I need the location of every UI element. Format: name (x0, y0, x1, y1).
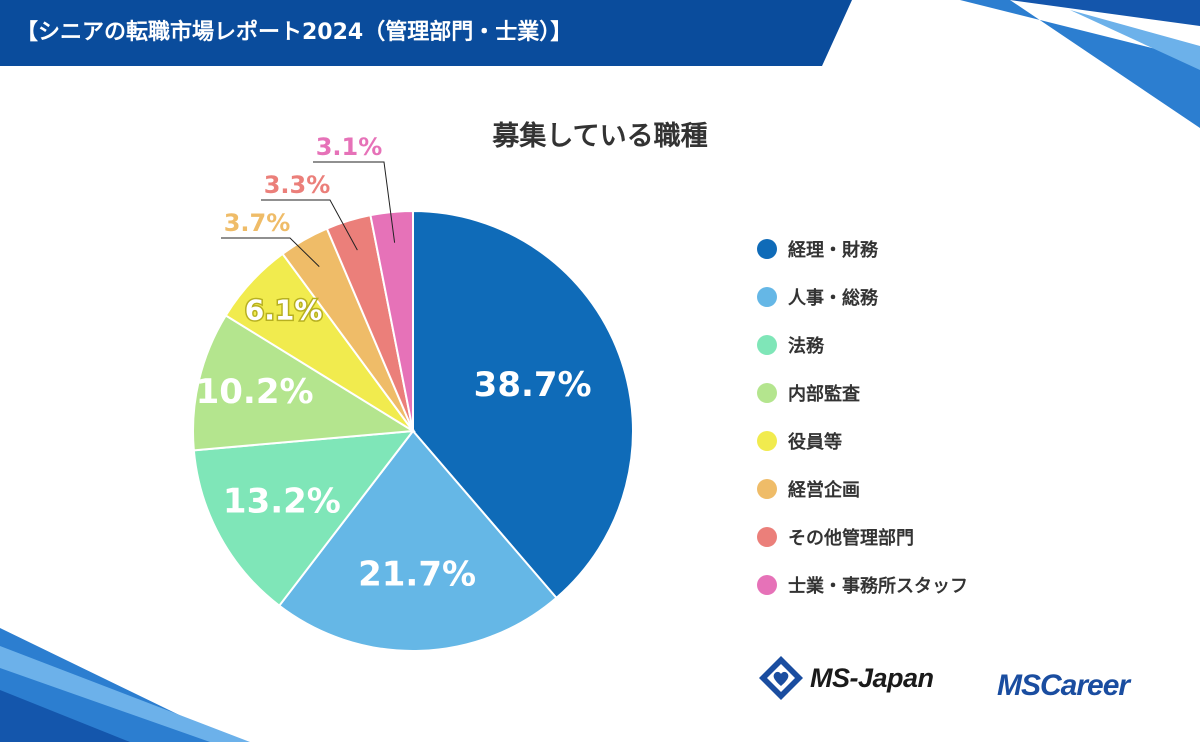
legend-label: 法務 (788, 336, 824, 357)
pie-slice (192, 429, 416, 608)
legend-item: 経営企画 (757, 465, 968, 513)
slice-data-label: 3.3% (264, 171, 331, 199)
slice-data-label: 10.2% (196, 372, 314, 412)
banner-title: 【シニアの転職市場レポート2024（管理部門・士業）】 (16, 20, 573, 45)
legend-item: 人事・総務 (757, 273, 968, 321)
title-banner (0, 0, 852, 66)
slice-data-label: 38.7% (474, 365, 592, 405)
corner-stripe (0, 646, 250, 742)
legend-swatch-icon (757, 239, 777, 259)
leader-line (221, 237, 320, 268)
ms-career-logo: MSCareer (997, 669, 1130, 702)
legend-swatch-icon (757, 287, 777, 307)
chart-title: 募集している職種 (492, 121, 708, 152)
pie-slice (192, 314, 417, 452)
legend-swatch-icon (757, 575, 777, 595)
slice-data-label: 3.1% (316, 133, 383, 161)
legend-swatch-icon (757, 479, 777, 499)
slice-data-label: 13.2% (223, 482, 341, 522)
legend-swatch-icon (757, 335, 777, 355)
legend-label: 内部監査 (788, 384, 860, 405)
legend-swatch-icon (757, 383, 777, 403)
legend-item: 役員等 (757, 417, 968, 465)
legend-item: 内部監査 (757, 369, 968, 417)
chart-legend: 経理・財務人事・総務法務内部監査役員等経営企画その他管理部門士業・事務所スタッフ (757, 225, 968, 609)
legend-label: 士業・事務所スタッフ (788, 576, 968, 597)
legend-label: 経理・財務 (788, 240, 878, 261)
legend-label: 経営企画 (788, 480, 860, 501)
corner-stripe (0, 690, 130, 742)
legend-item: 士業・事務所スタッフ (757, 561, 968, 609)
corner-stripe (930, 0, 1200, 26)
ms-japan-emblem-icon (759, 656, 803, 700)
ms-japan-wordmark: MS-Japan (810, 662, 934, 693)
leader-line (313, 161, 396, 243)
legend-swatch-icon (757, 431, 777, 451)
legend-swatch-icon (757, 527, 777, 547)
legend-label: 人事・総務 (788, 288, 878, 309)
pie-slice (277, 429, 558, 652)
pie-slice (369, 209, 414, 432)
slice-data-label: 6.1% (245, 294, 323, 327)
legend-item: 法務 (757, 321, 968, 369)
slice-data-label: 3.7% (224, 209, 291, 237)
legend-item: その他管理部門 (757, 513, 968, 561)
pie-slice (412, 209, 634, 600)
ms-japan-logo: MS-Japan (758, 655, 934, 701)
legend-label: その他管理部門 (788, 528, 914, 549)
corner-stripe (960, 0, 1200, 128)
legend-label: 役員等 (788, 432, 842, 453)
slice-data-label: 21.7% (358, 555, 476, 595)
leader-line (261, 199, 358, 251)
legend-item: 経理・財務 (757, 225, 968, 273)
corner-stripe (1070, 10, 1200, 70)
